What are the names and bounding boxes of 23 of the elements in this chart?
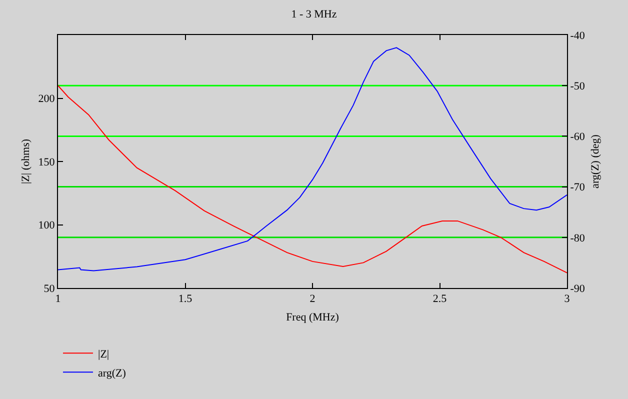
y2-axis-title: arg(Z) (deg) bbox=[590, 134, 602, 188]
x-tick-label: 1.5 bbox=[178, 293, 193, 306]
y2-tick-label: -70 bbox=[570, 182, 586, 194]
x-tick-label: 3 bbox=[564, 293, 570, 306]
x-axis-title: Freq (MHz) bbox=[286, 311, 340, 324]
y-tick-label: 50 bbox=[44, 282, 56, 295]
line-series bbox=[58, 85, 567, 274]
y-axis-title: |Z| (ohms) bbox=[20, 138, 32, 184]
y2-tick-label: -80 bbox=[570, 232, 586, 244]
x-tick-label: 2 bbox=[310, 293, 316, 306]
y2-tick-label: -60 bbox=[570, 131, 586, 144]
y2-tick-label: -40 bbox=[570, 30, 586, 42]
chart-title: 1 - 3 MHz bbox=[291, 8, 337, 21]
y2-tick-label: -90 bbox=[570, 282, 586, 295]
y-tick-label: 150 bbox=[38, 156, 56, 168]
line-series bbox=[58, 47, 567, 272]
y2-tick-label: -50 bbox=[570, 80, 586, 92]
legend-label: |Z| bbox=[98, 348, 110, 360]
x-tick-label: 1 bbox=[55, 293, 61, 306]
y-tick-label: 200 bbox=[38, 93, 56, 106]
legend-label: arg(Z) bbox=[98, 367, 126, 380]
x-tick-label: 2.5 bbox=[432, 293, 448, 306]
y-tick-label: 100 bbox=[38, 220, 56, 232]
